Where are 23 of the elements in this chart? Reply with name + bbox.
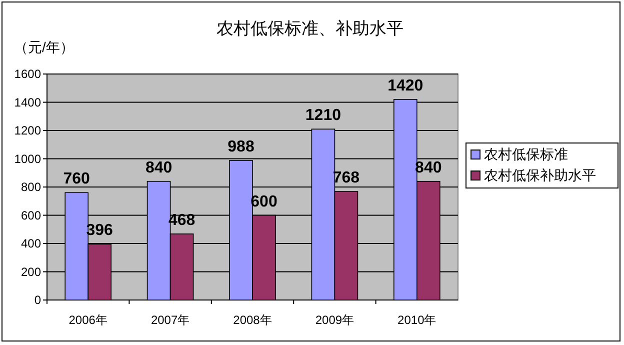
data-label: 840	[145, 159, 172, 176]
y-tick-label: 1200	[14, 124, 42, 138]
y-tick-label: 800	[20, 180, 42, 194]
y-axis-title: （元/年）	[14, 39, 74, 55]
y-tick-label: 1400	[14, 95, 42, 110]
chart-title: 农村低保标准、补助水平	[216, 19, 404, 38]
data-label: 1210	[305, 107, 342, 124]
legend-label: 农村低保标准	[484, 146, 568, 162]
data-label: 988	[228, 138, 254, 156]
legend-label: 农村低保补助水平	[484, 167, 596, 183]
y-tick-label: 200	[20, 264, 42, 279]
y-tick-label: 600	[20, 208, 42, 222]
x-tick-label: 2010年	[398, 313, 436, 327]
data-label: 760	[63, 170, 90, 188]
data-label: 1420	[388, 77, 424, 94]
y-tick-label: 1600	[14, 67, 42, 81]
x-tick-label: 2008年	[233, 313, 272, 327]
y-tick-label: 0	[34, 293, 42, 307]
x-tick-label: 2007年	[150, 313, 190, 327]
x-tick-label: 2009年	[315, 313, 354, 327]
y-tick-label: 1000	[14, 152, 42, 166]
x-tick-label: 2006年	[68, 313, 108, 327]
y-tick-label: 400	[20, 236, 42, 250]
